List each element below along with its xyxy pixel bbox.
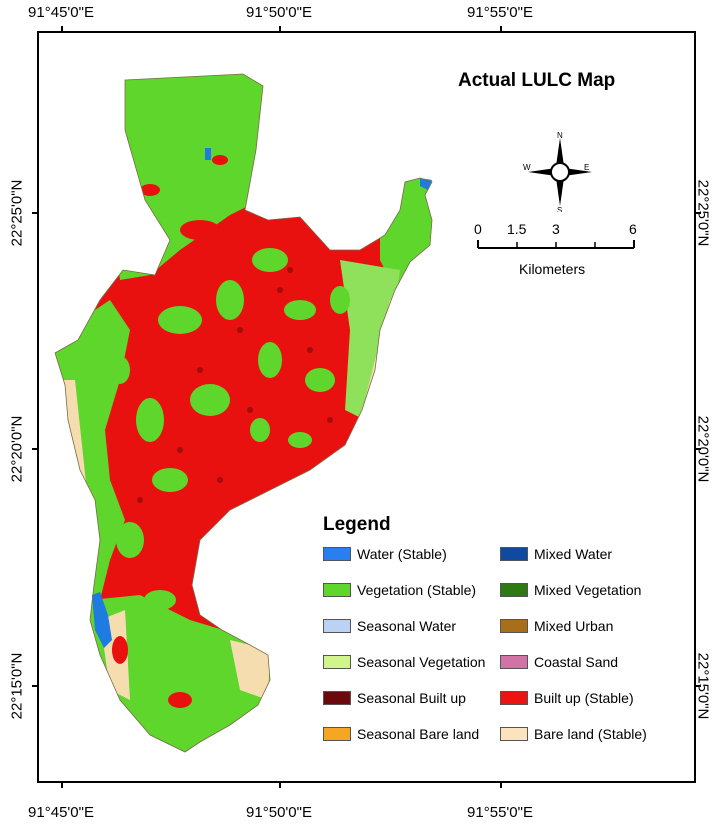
legend-swatch [323, 583, 351, 597]
legend-item: Water (Stable) [323, 545, 447, 563]
compass-e: E [584, 163, 589, 172]
north-arrow-icon: N S E W [523, 132, 592, 212]
legend-item: Seasonal Vegetation [323, 653, 485, 671]
legend-item: Mixed Urban [500, 617, 613, 635]
map-title: Actual LULC Map [458, 70, 616, 91]
bottom-longitude-label: 91°50'0"E [246, 804, 312, 821]
water-body [92, 592, 112, 648]
legend-label: Built up (Stable) [534, 690, 634, 706]
legend-label: Seasonal Bare land [357, 726, 480, 742]
frame-tick [695, 448, 701, 450]
legend-item: Seasonal Bare land [323, 725, 479, 743]
legend-swatch [500, 619, 528, 633]
bare-land-area [230, 640, 270, 700]
vegetation-patches [110, 248, 350, 610]
legend-label: Water (Stable) [357, 546, 447, 562]
legend-swatch [323, 727, 351, 741]
legend-item: Seasonal Water [323, 617, 456, 635]
legend-item: Built up (Stable) [500, 689, 634, 707]
bottom-longitude-label: 91°45'0"E [28, 804, 94, 821]
legend-label: Seasonal Vegetation [357, 654, 486, 670]
legend-swatch [500, 547, 528, 561]
frame-tick [32, 685, 38, 687]
scale-tick-label: 0 [474, 221, 482, 237]
scale-tick-label: 3 [552, 221, 560, 237]
frame-tick [695, 685, 701, 687]
legend-swatch [323, 655, 351, 669]
legend-item: Coastal Sand [500, 653, 618, 671]
legend-label: Mixed Water [534, 546, 613, 562]
legend-item: Bare land (Stable) [500, 725, 647, 743]
legend-swatch [500, 655, 528, 669]
compass-w: W [523, 163, 531, 172]
legend-label: Seasonal Water [357, 618, 457, 634]
legend-swatch [323, 547, 351, 561]
top-longitude-label: 91°55'0"E [467, 4, 533, 21]
scale-tick-label: 1.5 [507, 221, 527, 237]
vegetation-area [340, 260, 400, 420]
frame-tick [500, 782, 502, 788]
water-body [205, 148, 211, 160]
top-longitude-label: 91°50'0"E [246, 4, 312, 21]
legend-item: Vegetation (Stable) [323, 581, 476, 599]
built-up-patches [112, 155, 228, 708]
legend-label: Seasonal Built up [357, 690, 466, 706]
frame-tick [61, 782, 63, 788]
legend-label: Mixed Vegetation [534, 582, 642, 598]
frame-tick [61, 26, 63, 32]
legend-label: Mixed Urban [534, 618, 614, 634]
scale-unit-label: Kilometers [519, 261, 585, 277]
frame-tick [32, 212, 38, 214]
legend-label: Bare land (Stable) [534, 726, 647, 742]
legend-title: Legend [323, 514, 391, 535]
legend-swatch [500, 727, 528, 741]
scale-bar: 0 1.5 3 6 Kilometers [474, 221, 637, 277]
scale-tick-label: 6 [629, 221, 637, 237]
legend-item: Mixed Water [500, 545, 612, 563]
legend-swatch [500, 583, 528, 597]
legend-swatch [323, 691, 351, 705]
top-longitude-label: 91°45'0"E [28, 4, 94, 21]
legend-label: Coastal Sand [534, 654, 619, 670]
legend-item: Seasonal Built up [323, 689, 466, 707]
region-outline [54, 73, 433, 753]
bottom-longitude-label: 91°55'0"E [467, 804, 533, 821]
legend-label: Vegetation (Stable) [357, 582, 477, 598]
seasonal-built-up-speckle [137, 267, 333, 503]
compass-n: N [557, 132, 563, 140]
legend-swatch [323, 619, 351, 633]
legend-swatch [500, 691, 528, 705]
frame-tick [695, 212, 701, 214]
frame-tick [279, 26, 281, 32]
legend-item: Mixed Vegetation [500, 581, 641, 599]
compass-s: S [557, 206, 562, 212]
frame-tick [279, 782, 281, 788]
frame-tick [32, 448, 38, 450]
frame-tick [500, 26, 502, 32]
